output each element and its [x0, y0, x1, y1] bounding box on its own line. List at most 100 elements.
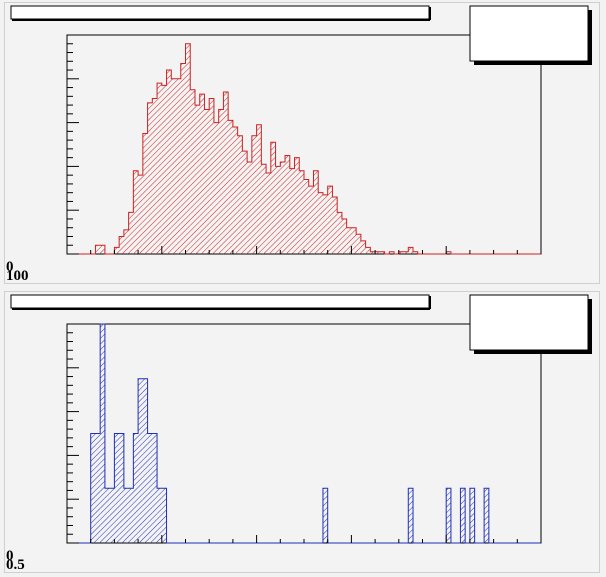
hist-bar-29: [204, 109, 210, 255]
hist-bar-14: [133, 433, 139, 543]
hist-bar-73: [413, 251, 418, 254]
hist-bar-85: [469, 488, 475, 543]
hist-bar-17: [147, 433, 153, 543]
hist-bar-68: [389, 251, 395, 254]
hist-bar-19: [157, 83, 162, 255]
hist-bar-53: [318, 192, 323, 254]
hist-bar-59: [346, 227, 352, 254]
hist-bar-28: [199, 94, 205, 254]
hist-bar-10: [114, 433, 120, 543]
y-tick-label-low: 0: [6, 259, 14, 275]
hist-bar-41: [261, 164, 267, 254]
y-tick-label-low: 0: [6, 548, 14, 564]
hist-bar-22: [171, 78, 177, 254]
hist-bar-80: [446, 251, 451, 254]
hist-bar-14: [133, 170, 139, 254]
hist-bar-37: [242, 151, 248, 254]
bottom-histogram-svg: 00.5: [6, 294, 592, 573]
hist-bar-30: [209, 98, 214, 254]
hist-bar-51: [308, 186, 314, 254]
histogram-bars: [95, 43, 451, 255]
hist-outline: [67, 43, 541, 255]
hist-bar-20: [161, 488, 167, 543]
hist-bar-47: [289, 168, 295, 254]
top-histogram-pad: 0 100: [4, 2, 600, 284]
hist-bar-25: [185, 43, 191, 255]
hist-bar-27: [194, 105, 200, 254]
stats-box: [469, 5, 589, 62]
hist-bar-16: [142, 133, 148, 254]
hist-bar-8: [104, 488, 110, 543]
hist-bar-13: [128, 488, 134, 543]
hist-bar-17: [147, 102, 153, 254]
hist-bar-70: [398, 251, 404, 254]
hist-bar-11: [119, 433, 124, 543]
hist-bar-54: [322, 194, 328, 254]
hist-bar-62: [360, 240, 366, 254]
hist-bar-88: [484, 488, 489, 543]
hist-bar-32: [218, 109, 224, 255]
hist-bar-72: [408, 247, 414, 254]
hist-bar-20: [161, 85, 167, 255]
hist-bar-61: [356, 234, 361, 254]
hist-bar-12: [123, 488, 129, 543]
hist-bar-44: [275, 166, 281, 254]
hist-bar-6: [95, 245, 101, 254]
hist-bar-18: [152, 98, 158, 254]
hist-bar-42: [266, 172, 271, 254]
hist-bar-39: [251, 135, 257, 254]
hist-bar-13: [128, 212, 134, 254]
hist-bar-16: [142, 378, 148, 543]
title-box: [10, 294, 430, 309]
hist-bar-7: [100, 245, 105, 254]
hist-bar-54: [322, 488, 328, 543]
hist-bar-33: [223, 91, 229, 254]
hist-bar-24: [180, 63, 186, 254]
hist-bar-12: [123, 229, 129, 254]
hist-bar-9: [109, 488, 115, 543]
hist-bar-40: [256, 124, 262, 254]
hist-bar-36: [237, 135, 243, 254]
hist-bar-21: [166, 70, 172, 254]
hist-bar-71: [403, 251, 409, 254]
hist-bar-83: [460, 488, 466, 543]
hist-bar-72: [408, 488, 414, 543]
y-tick-label-high: 100: [6, 268, 29, 284]
bottom-histogram-pad: 0 0.5: [4, 291, 600, 573]
hist-bar-26: [190, 89, 195, 254]
y-tick-label-high: 0.5: [6, 557, 25, 573]
hist-bar-56: [332, 197, 338, 254]
hist-bar-11: [119, 236, 124, 254]
hist-bar-55: [327, 186, 333, 254]
hist-bar-48: [294, 157, 300, 254]
hist-bar-10: [114, 247, 120, 254]
hist-bar-80: [446, 488, 451, 543]
hist-bar-65: [375, 251, 380, 254]
hist-bar-64: [370, 251, 376, 254]
hist-bar-58: [341, 218, 347, 254]
hist-bar-19: [157, 488, 162, 543]
hist-bar-60: [351, 227, 357, 254]
hist-bar-23: [176, 78, 181, 254]
hist-outline: [67, 323, 541, 544]
hist-bar-34: [228, 120, 233, 254]
hist-bar-6: [95, 433, 101, 543]
hist-bar-31: [213, 122, 219, 254]
hist-bar-52: [313, 170, 319, 254]
hist-bar-49: [299, 170, 304, 254]
hist-bar-43: [270, 142, 276, 254]
hist-bar-15: [138, 378, 143, 543]
hist-bar-35: [232, 126, 238, 254]
stats-box: [469, 294, 589, 351]
hist-bar-46: [285, 155, 290, 254]
hist-bar-57: [337, 212, 342, 254]
hist-bar-7: [100, 324, 105, 543]
title-box: [10, 5, 430, 20]
hist-bar-18: [152, 433, 158, 543]
histogram-bars: [90, 324, 489, 543]
hist-bar-15: [138, 175, 143, 254]
hist-bar-38: [247, 162, 252, 254]
hist-bar-50: [304, 179, 309, 254]
